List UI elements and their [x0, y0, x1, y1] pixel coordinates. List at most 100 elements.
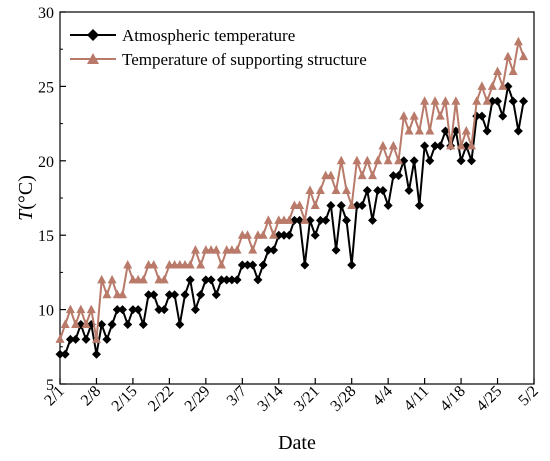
data-point: [60, 319, 70, 328]
data-point: [55, 334, 65, 343]
x-tick-label: 4/11: [401, 383, 433, 415]
data-point: [466, 156, 476, 166]
data-point: [461, 126, 471, 135]
data-point: [102, 289, 112, 299]
data-point: [472, 96, 482, 105]
data-point: [519, 96, 529, 106]
data-point: [279, 230, 289, 240]
data-point: [216, 275, 226, 285]
data-point: [425, 126, 435, 135]
data-point: [164, 290, 174, 300]
data-point: [216, 259, 226, 269]
series-line: [59, 37, 525, 340]
data-point: [190, 245, 200, 254]
series-atmospheric: [55, 81, 529, 359]
data-point: [133, 305, 143, 315]
x-tick-label: 3/7: [224, 383, 250, 409]
data-point: [341, 185, 351, 195]
data-point: [201, 275, 211, 285]
data-point: [65, 334, 75, 344]
data-point: [487, 81, 497, 90]
data-point: [118, 305, 128, 315]
data-point: [331, 245, 341, 255]
data-point: [357, 200, 367, 210]
data-point: [430, 96, 440, 105]
data-point: [159, 305, 169, 315]
y-axis-title-symbol: T: [15, 208, 37, 221]
data-point: [409, 156, 419, 166]
data-point: [300, 215, 310, 224]
data-point: [263, 215, 273, 224]
data-point: [347, 260, 357, 270]
x-tick-label: 2/22: [145, 383, 177, 415]
y-axis-ticks: 5 10 15 20 25 30: [38, 5, 66, 394]
data-point: [341, 215, 351, 225]
y-tick-label: 30: [38, 5, 54, 22]
x-tick-label: 2/15: [109, 383, 141, 415]
legend-label-structure: Temperature of supporting structure: [122, 50, 367, 69]
data-point: [388, 171, 398, 181]
data-point: [414, 200, 424, 210]
data-point: [91, 334, 101, 343]
data-point: [284, 230, 294, 240]
data-point: [180, 290, 190, 300]
x-tick-label: 4/4: [369, 383, 395, 409]
data-point: [253, 275, 263, 285]
data-point: [71, 334, 81, 344]
data-point: [331, 185, 341, 195]
x-tick-label: 3/21: [291, 383, 323, 415]
data-point: [404, 126, 414, 135]
data-point: [175, 319, 185, 329]
data-point: [440, 96, 450, 105]
data-point: [336, 200, 346, 210]
legend-label-atmospheric: Atmospheric temperature: [122, 26, 295, 45]
data-point: [326, 200, 336, 210]
data-point: [513, 36, 523, 46]
data-point: [258, 260, 268, 270]
data-point: [477, 111, 487, 121]
data-point: [347, 200, 357, 209]
legend-marker-atmospheric: [87, 29, 99, 41]
x-tick-label: 3/28: [327, 383, 359, 415]
data-point: [71, 319, 81, 328]
data-point: [91, 349, 101, 359]
data-point: [102, 334, 112, 344]
data-point: [81, 334, 91, 344]
data-point: [315, 185, 325, 195]
data-point: [482, 126, 492, 136]
data-point: [352, 155, 362, 165]
data-point: [388, 140, 398, 150]
data-point: [196, 290, 206, 300]
data-point: [196, 259, 206, 269]
x-tick-label: 4/25: [473, 383, 505, 415]
data-point: [383, 200, 393, 210]
data-point: [159, 274, 169, 284]
data-point: [508, 96, 518, 106]
data-point: [420, 96, 430, 105]
data-point: [482, 96, 492, 105]
data-point: [138, 319, 148, 329]
data-point: [190, 305, 200, 315]
y-tick-label: 20: [38, 154, 54, 171]
data-point: [185, 275, 195, 285]
data-point: [493, 96, 503, 106]
data-point: [456, 156, 466, 166]
data-point: [144, 290, 154, 300]
data-point: [81, 319, 91, 328]
data-point: [404, 186, 414, 196]
y-axis-title: T(°C): [15, 175, 37, 221]
data-point: [414, 126, 424, 135]
data-point: [368, 170, 378, 180]
data-point: [420, 141, 430, 151]
data-point: [508, 66, 518, 76]
x-tick-label: 3/14: [254, 383, 286, 415]
data-point: [107, 274, 117, 284]
data-point: [310, 230, 320, 240]
series-layer: [55, 36, 529, 359]
series-structure: [55, 36, 529, 343]
legend: Atmospheric temperature Temperature of s…: [70, 26, 367, 69]
data-point: [138, 274, 148, 284]
data-point: [305, 185, 315, 195]
data-point: [493, 66, 503, 76]
data-point: [383, 155, 393, 165]
